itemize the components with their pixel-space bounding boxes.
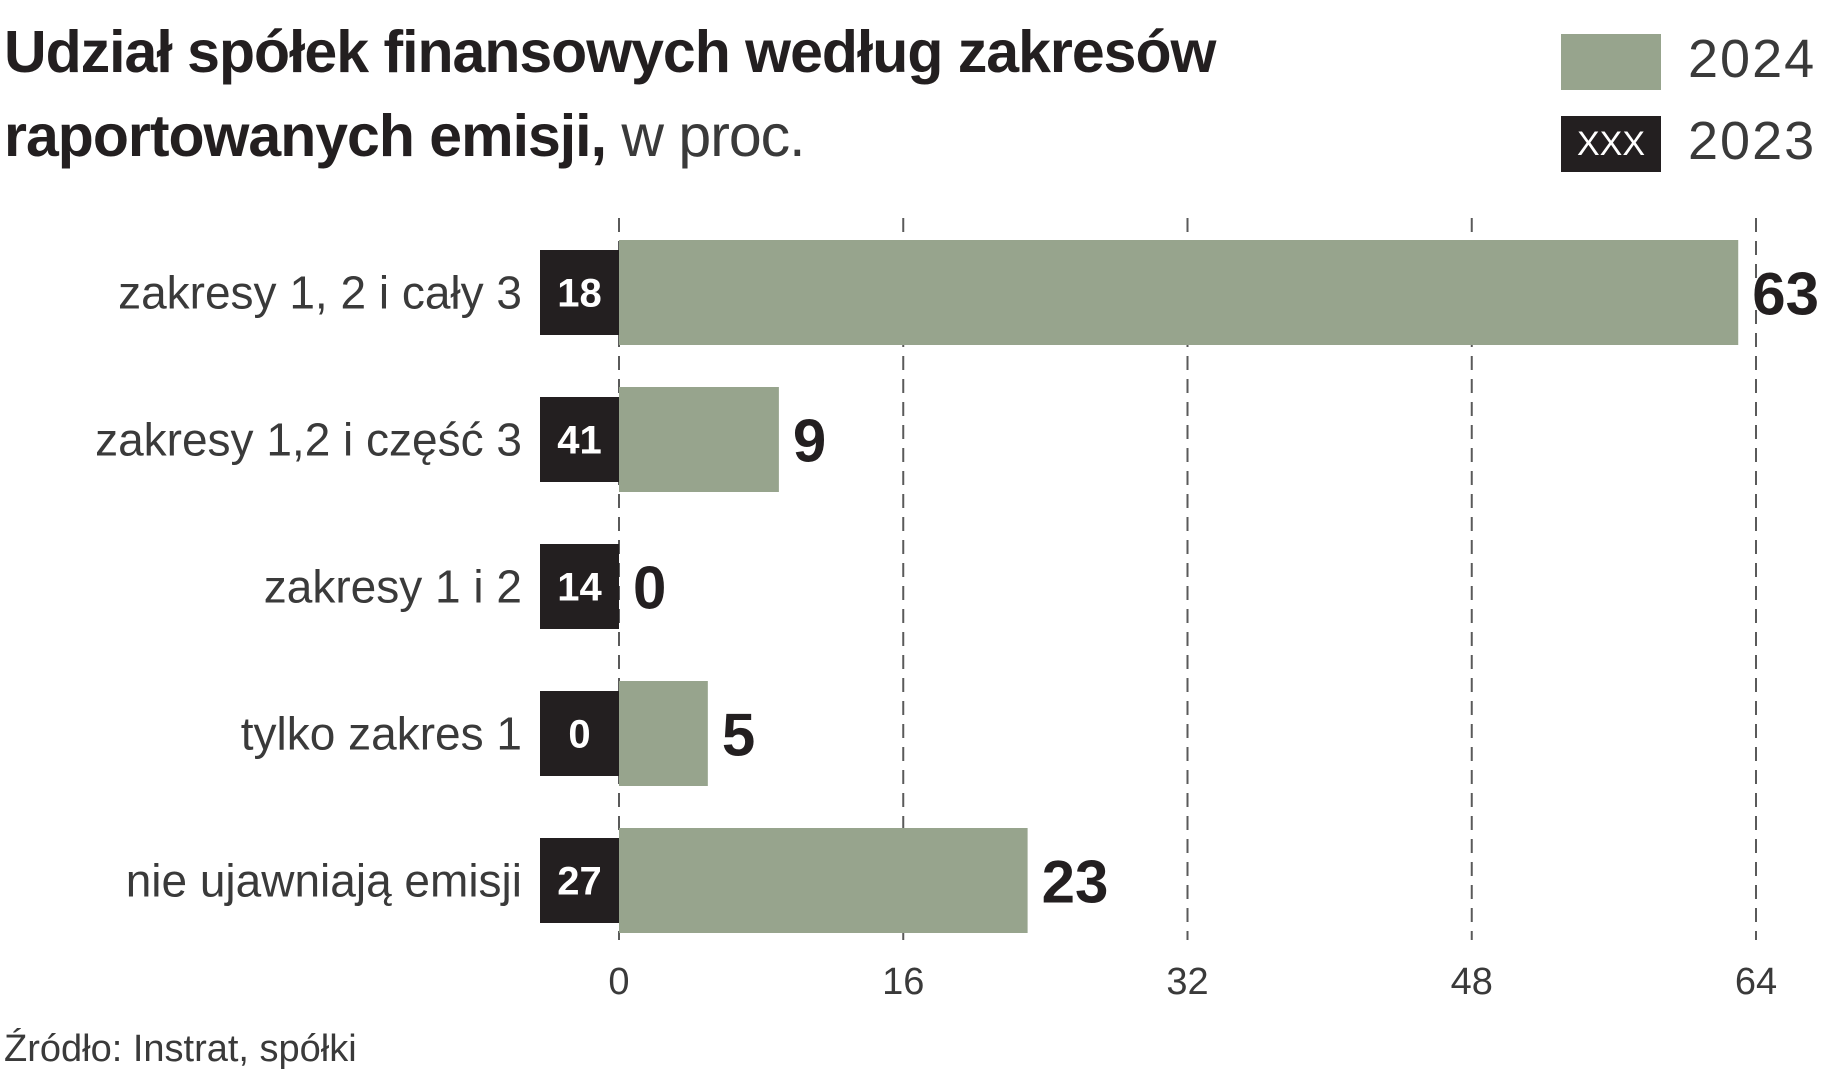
category-label-1: zakresy 1,2 i część 3 <box>95 414 522 466</box>
x-tick-label-64: 64 <box>1735 961 1777 1003</box>
x-tick-label-32: 32 <box>1166 961 1208 1003</box>
value-label-2024-0: 63 <box>1752 261 1819 328</box>
value-label-2023-3: 0 <box>568 713 590 757</box>
category-label-2: zakresy 1 i 2 <box>264 561 522 613</box>
bar-2024-1 <box>619 387 779 492</box>
chart-title-unit: w proc. <box>621 103 805 169</box>
legend-label-2023: 2023 <box>1688 111 1817 171</box>
value-label-2024-2: 0 <box>633 555 666 622</box>
value-label-2023-2: 14 <box>557 566 602 610</box>
bar-2024-4 <box>619 828 1028 933</box>
box-2023-2 <box>540 544 619 629</box>
x-tick-label-0: 0 <box>608 961 629 1003</box>
value-label-2024-3: 5 <box>722 702 755 769</box>
source-note: Źródło: Instrat, spółki <box>4 1028 357 1070</box>
category-label-0: zakresy 1, 2 i cały 3 <box>118 267 522 319</box>
box-2023-4 <box>540 838 619 923</box>
chart-title: Udział spółek finansowych według zakresó… <box>4 10 1424 178</box>
bar-2024-0 <box>619 240 1739 345</box>
bar-2024-3 <box>619 681 708 786</box>
chart-title-bold: Udział spółek finansowych według zakresó… <box>4 19 1216 169</box>
legend-swatch-2024 <box>1561 34 1661 90</box>
box-2023-3 <box>540 691 619 776</box>
x-tick-label-48: 48 <box>1451 961 1493 1003</box>
box-2023-1 <box>540 397 619 482</box>
legend-label-2024: 2024 <box>1688 29 1817 89</box>
legend-swatch-2023: XXX <box>1561 116 1661 172</box>
value-label-2023-4: 27 <box>557 860 602 904</box>
value-label-2023-1: 41 <box>557 419 602 463</box>
x-tick-label-16: 16 <box>882 961 924 1003</box>
box-2023-0 <box>540 250 619 335</box>
category-label-4: nie ujawniają emisji <box>126 855 522 907</box>
value-label-2023-0: 18 <box>557 272 602 316</box>
value-label-2024-1: 9 <box>793 408 826 475</box>
value-label-2024-4: 23 <box>1042 849 1109 916</box>
category-label-3: tylko zakres 1 <box>241 708 522 760</box>
